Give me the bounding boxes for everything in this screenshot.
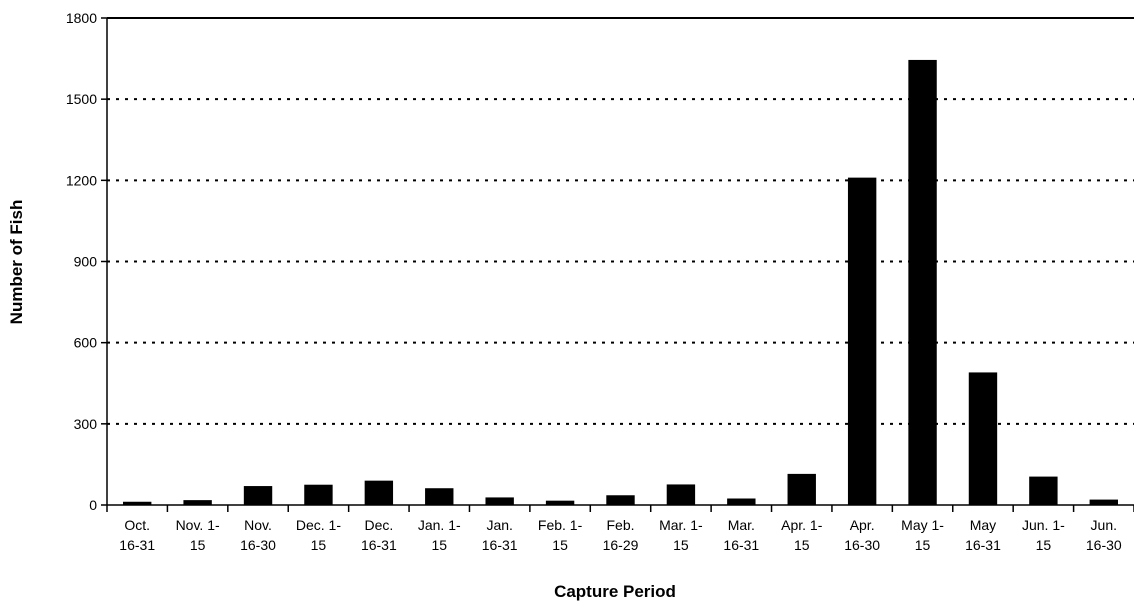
y-tick-label: 0 — [89, 497, 97, 513]
x-tick-label: Feb. 1-15 — [538, 517, 583, 553]
y-tick-label: 300 — [74, 416, 98, 432]
y-tick-label: 1800 — [66, 10, 97, 26]
y-tick-label: 600 — [74, 335, 98, 351]
y-tick-label: 1500 — [66, 91, 97, 107]
gridlines — [107, 18, 1134, 424]
x-tick-label: Nov. 16-30 — [240, 517, 276, 553]
y-tick-labels: 0 300 600 900 1200 1500 1800 — [66, 10, 97, 513]
x-tick-label: Oct. 16-31 — [119, 517, 155, 553]
x-tick-label: May 1-15 — [901, 517, 944, 553]
x-tick-label: Dec. 16-31 — [361, 517, 397, 553]
x-tick-label: May 16-31 — [965, 517, 1001, 553]
bars — [123, 60, 1118, 505]
x-tick-label: Feb. 16-29 — [603, 517, 639, 553]
bar — [244, 486, 272, 505]
y-tick-label: 900 — [74, 254, 98, 270]
bar — [969, 372, 997, 505]
x-axis-title: Capture Period — [554, 582, 676, 601]
x-tick-label: Jun. 1-15 — [1022, 517, 1065, 553]
y-tick-label: 1200 — [66, 172, 97, 188]
bar — [1029, 477, 1057, 505]
x-tick-label: Mar. 1-15 — [659, 517, 703, 553]
x-tick-label: Apr. 1-15 — [781, 517, 823, 553]
x-tick-label: Mar. 16-31 — [723, 517, 759, 553]
bar — [667, 484, 695, 505]
x-tick-label: Jan. 1-15 — [418, 517, 461, 553]
x-tick-labels: Oct. 16-31 Nov. 1-15 Nov. 16-30 Dec. 1-15 Dec.… — [119, 517, 1122, 553]
bar — [606, 495, 634, 505]
bar — [788, 474, 816, 505]
bar — [365, 481, 393, 505]
bar — [485, 497, 513, 505]
x-tick-label: Apr. 16-30 — [844, 517, 880, 553]
x-tick-label: Nov. 1-15 — [176, 517, 220, 553]
bar — [848, 178, 876, 505]
x-tick-label: Jun. 16-30 — [1086, 517, 1122, 553]
bar — [908, 60, 936, 505]
x-tick-label: Jan. 16-31 — [482, 517, 518, 553]
bar — [1090, 500, 1118, 505]
bar — [304, 485, 332, 505]
y-axis-title: Number of Fish — [7, 200, 26, 325]
bar — [727, 499, 755, 505]
bar — [425, 488, 453, 505]
x-tick-label: Dec. 1-15 — [296, 517, 341, 553]
